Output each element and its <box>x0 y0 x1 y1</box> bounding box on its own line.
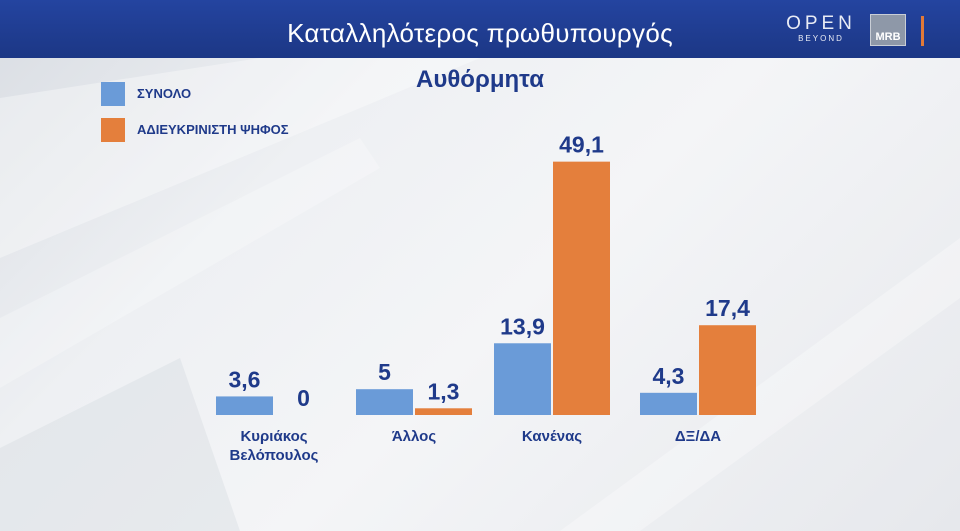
legend-swatch-total <box>101 82 125 106</box>
category-label-3: ΔΞ/ΔΑ <box>675 428 721 445</box>
legend-label-total: ΣΥΝΟΛΟ <box>137 86 192 101</box>
data-label-total-1: 5 <box>378 359 391 385</box>
category-label-2: Κανένας <box>522 428 582 445</box>
open-logo: OPEN BEYOND <box>786 14 856 48</box>
category-label-1: Άλλος <box>392 428 436 445</box>
bar-total-0 <box>216 396 273 415</box>
bar-total-3 <box>640 392 697 415</box>
open-logo-text: OPEN <box>786 13 856 34</box>
data-label-undecided-2: 49,1 <box>559 132 604 158</box>
page-title: Καταλληλότερος πρωθυπουργός <box>287 18 673 48</box>
data-label-undecided-1: 1,3 <box>428 378 460 404</box>
data-label-total-3: 4,3 <box>653 363 685 389</box>
data-label-undecided-3: 17,4 <box>705 295 750 321</box>
header-bar: Καταλληλότερος πρωθυπουργός OPEN BEYOND … <box>0 0 960 58</box>
open-logo-subtext: BEYOND <box>798 34 844 43</box>
bar-undecided-1 <box>415 408 472 415</box>
mrb-logo-text: MRB <box>875 31 901 43</box>
bar-undecided-2 <box>553 161 610 415</box>
header-accent-line <box>921 16 924 46</box>
mrb-logo: MRB <box>870 14 906 46</box>
data-label-undecided-0: 0 <box>297 385 310 411</box>
chart-title: Αυθόρμητα <box>416 66 544 93</box>
bar-undecided-3 <box>699 325 756 415</box>
legend-label-undecided: ΑΔΙΕΥΚΡΙΝΙΣΤΗ ΨΗΦΟΣ <box>137 122 289 137</box>
data-label-total-2: 13,9 <box>500 313 545 339</box>
data-label-total-0: 3,6 <box>229 366 261 392</box>
legend-swatch-undecided <box>101 118 125 142</box>
bar-total-1 <box>356 389 413 415</box>
category-label-0: Κυριάκος Βελόπουλος <box>230 428 319 464</box>
bar-total-2 <box>494 343 551 415</box>
